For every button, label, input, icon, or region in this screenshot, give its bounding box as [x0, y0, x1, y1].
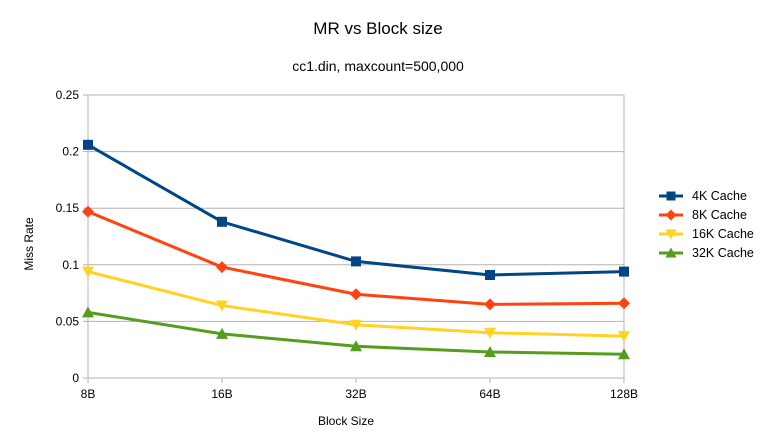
data-point-marker [485, 269, 495, 280]
data-point-marker [665, 247, 677, 258]
legend-item: 32K Cache [659, 246, 754, 260]
y-axis-label: Miss Rate [22, 217, 36, 271]
y-tick-label: 0.05 [56, 314, 80, 328]
data-point-marker [484, 298, 496, 311]
chart-title: MR vs Block size [313, 19, 442, 38]
data-point-marker [350, 288, 362, 301]
legend-label: 4K Cache [692, 189, 747, 203]
x-tick-label: 128B [610, 387, 638, 401]
legend-label: 16K Cache [692, 227, 754, 241]
series-2 [82, 266, 630, 343]
legend-item: 4K Cache [659, 189, 747, 203]
series-0 [83, 139, 629, 280]
chart-subtitle: cc1.din, maxcount=500,000 [292, 58, 464, 74]
y-tick-label: 0 [72, 371, 79, 385]
series-line [87, 143, 625, 277]
data-point-marker [350, 340, 362, 352]
data-point-marker [350, 319, 362, 331]
legend: 4K Cache 8K Cache 16K Cache 32K Cache [659, 189, 754, 260]
series-3 [82, 306, 630, 360]
series-lines [82, 139, 630, 360]
data-point-marker [484, 345, 496, 357]
legend-item: 16K Cache [659, 227, 754, 241]
x-tick-label: 16B [211, 387, 232, 401]
y-tick-label: 0.2 [62, 145, 79, 159]
data-point-marker [618, 297, 630, 310]
data-point-marker [665, 229, 677, 240]
data-point-marker [82, 266, 94, 278]
data-point-marker [82, 306, 94, 318]
data-point-marker [217, 216, 227, 227]
data-point-marker [216, 261, 228, 274]
x-axis-label: Block Size [318, 414, 374, 428]
data-point-marker [618, 331, 630, 343]
data-point-marker [619, 266, 629, 277]
x-tick-label: 8B [81, 387, 96, 401]
gridlines [88, 94, 624, 322]
data-point-marker [216, 300, 228, 312]
axes [83, 94, 625, 383]
data-point-marker [351, 256, 361, 267]
data-point-marker [665, 209, 677, 221]
legend-label: 32K Cache [692, 246, 754, 260]
x-tick-label: 64B [479, 387, 500, 401]
y-tick-label: 0.15 [56, 201, 80, 215]
data-point-marker [618, 348, 630, 360]
data-point-marker [83, 139, 93, 150]
y-tick-label: 0.1 [62, 258, 79, 272]
legend-label: 8K Cache [692, 208, 747, 222]
x-tick-label: 32B [345, 387, 366, 401]
data-point-marker [484, 327, 496, 339]
data-point-marker [216, 327, 228, 339]
y-tick-label: 0.25 [56, 88, 80, 102]
data-point-marker [82, 205, 94, 218]
series-1 [82, 205, 630, 311]
tick-labels: 0 0.05 0.1 0.15 0.2 0.25 8B 16B 32B 64B 128B [56, 88, 638, 401]
legend-item: 8K Cache [659, 208, 747, 222]
data-point-marker [666, 191, 676, 201]
